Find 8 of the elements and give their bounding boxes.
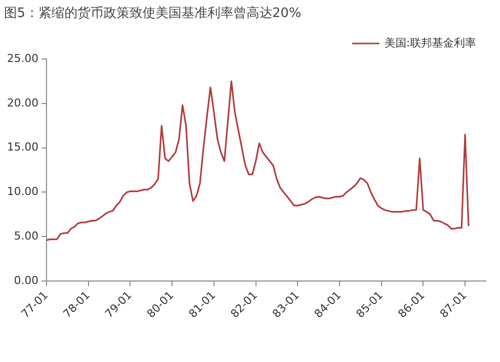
y-tick-label: 25.00 bbox=[6, 52, 38, 65]
y-tick-label: 20.00 bbox=[6, 96, 38, 110]
y-tick-label: 10.00 bbox=[6, 185, 38, 198]
legend-label: 美国:联邦基金利率 bbox=[384, 36, 476, 50]
y-tick-label: 5.00 bbox=[14, 230, 38, 243]
y-tick-label: 15.00 bbox=[6, 140, 38, 154]
y-tick-label: 0.00 bbox=[14, 274, 38, 287]
chart-title: 图5：紧缩的货币政策致使美国基准利率曾高达20% bbox=[4, 5, 302, 22]
